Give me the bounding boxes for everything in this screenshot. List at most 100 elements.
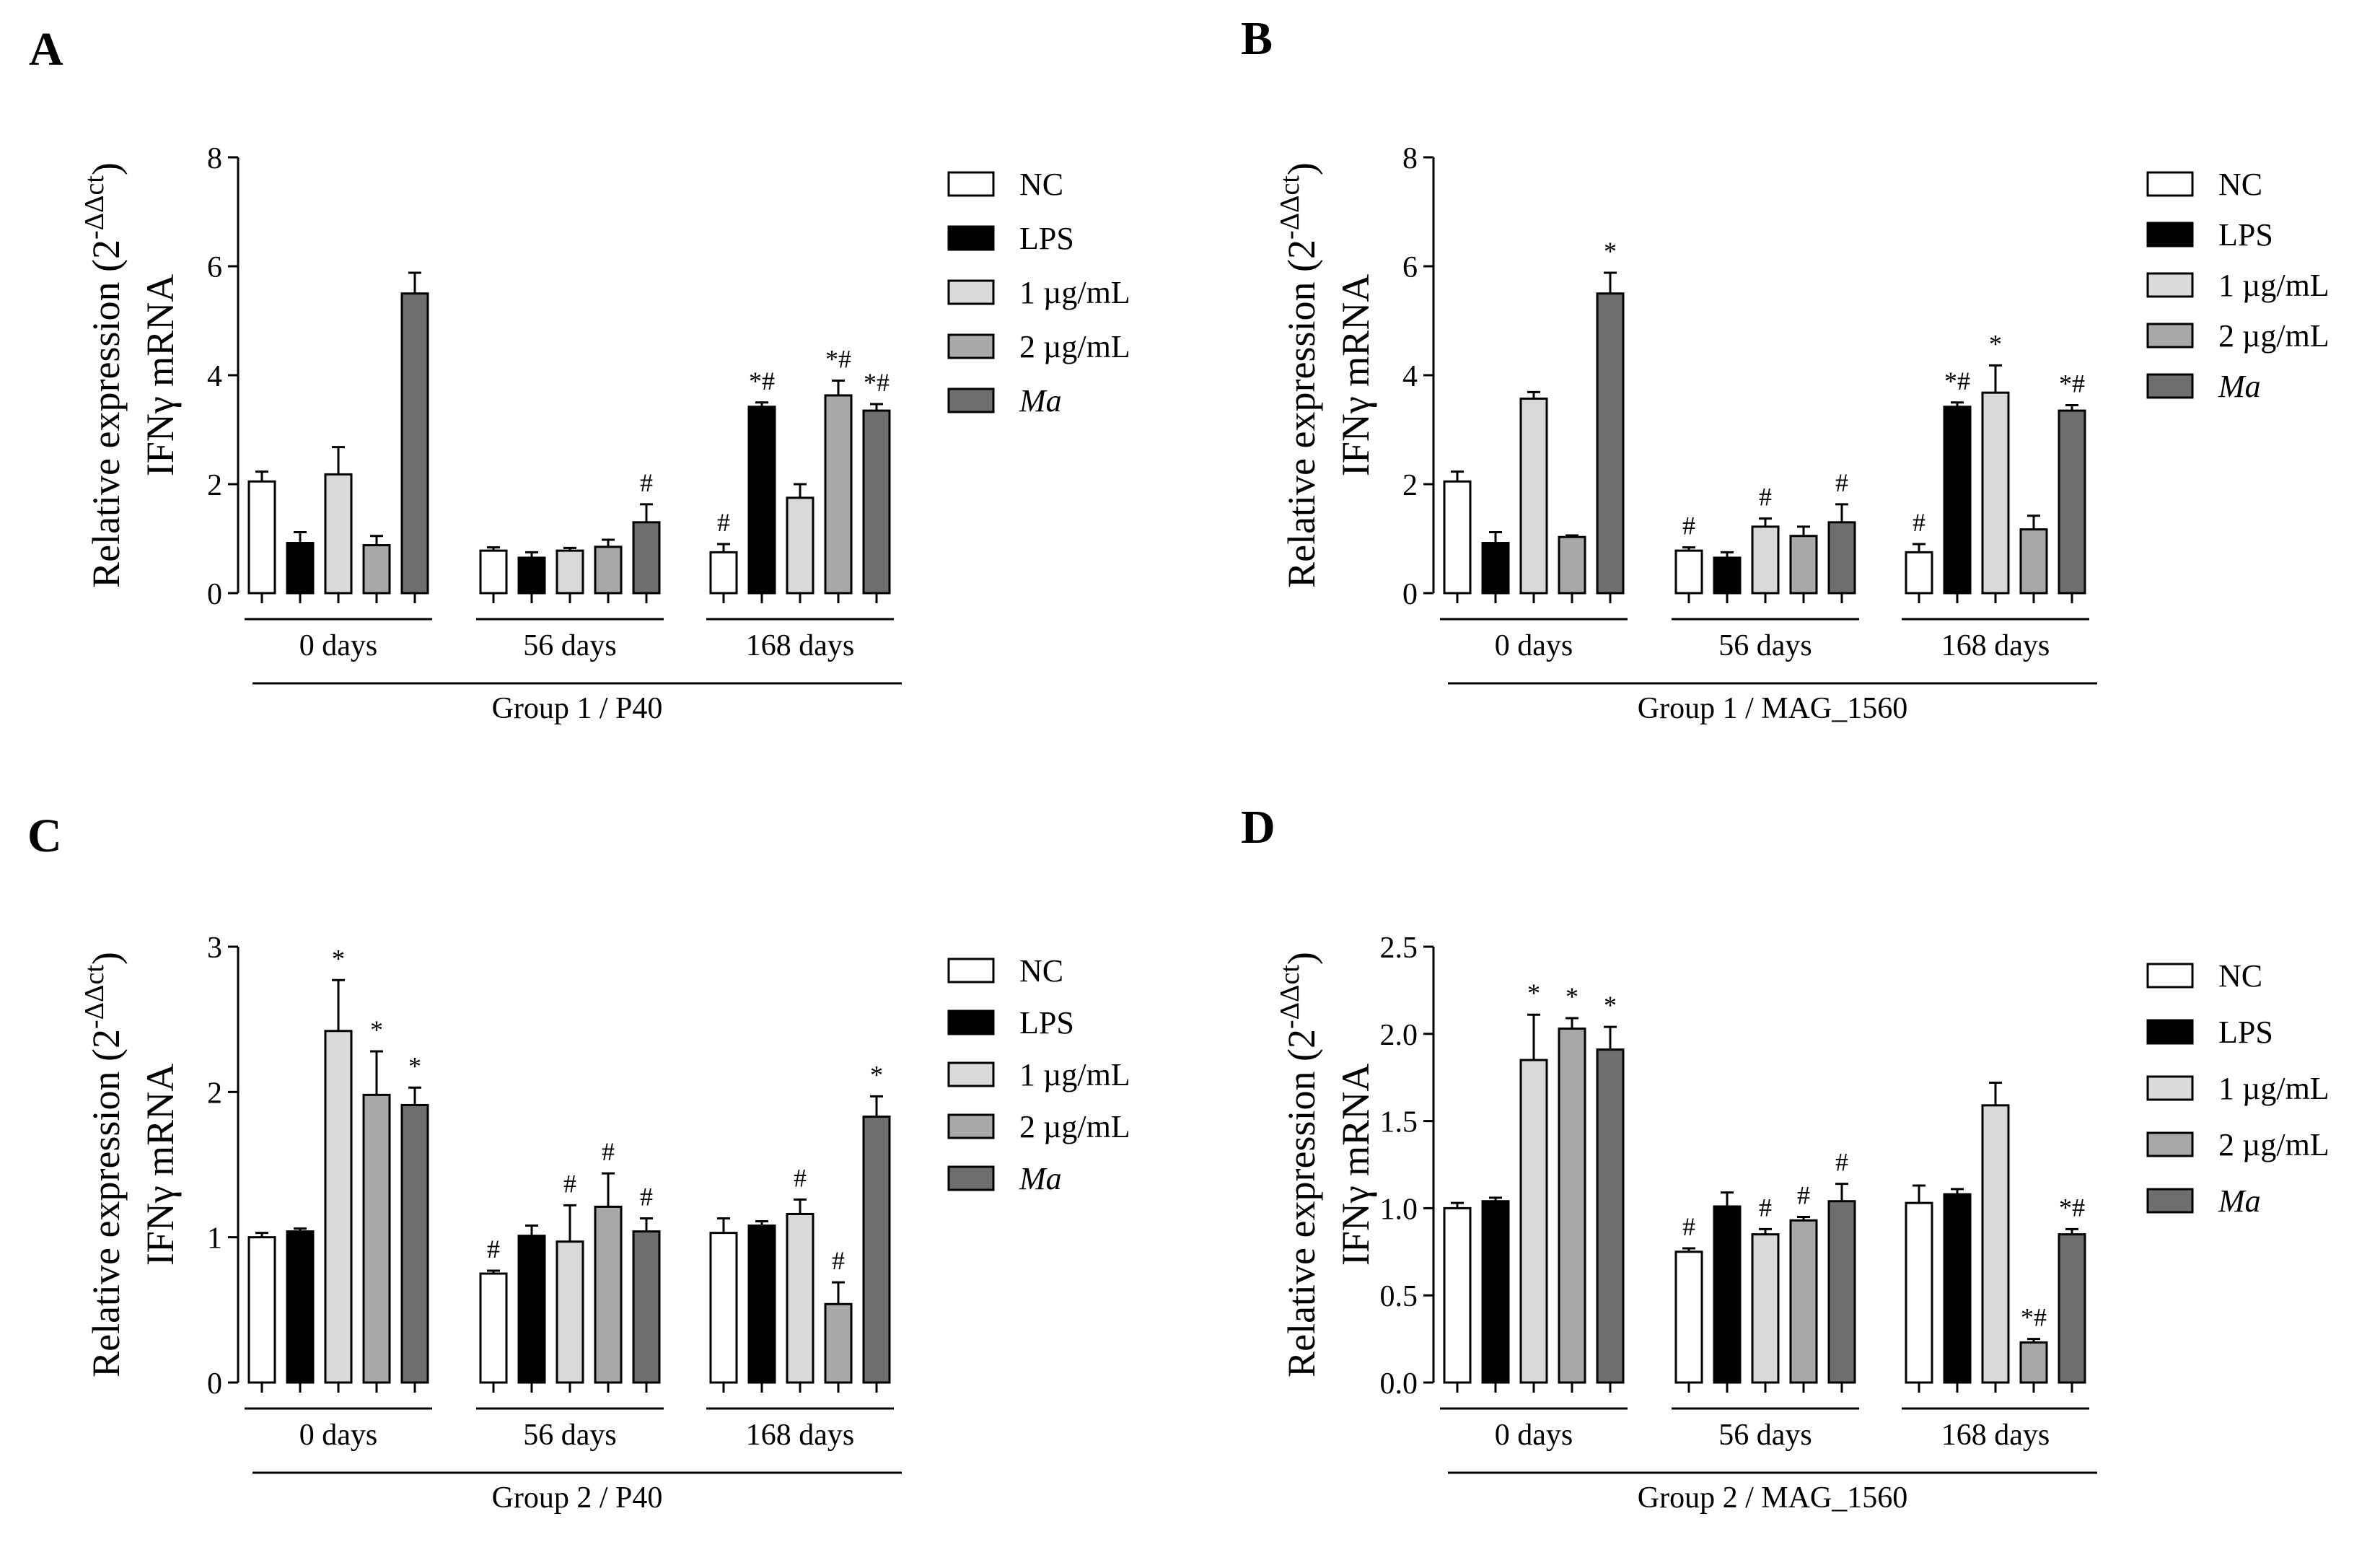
bar	[862, 409, 891, 595]
significance-mark: *	[1604, 237, 1617, 266]
bar	[362, 544, 391, 595]
significance-mark: *	[370, 1015, 383, 1044]
bar	[1827, 521, 1856, 595]
legend-swatch	[947, 225, 995, 251]
bar	[2058, 409, 2086, 595]
y-axis-label-close: )	[84, 162, 128, 175]
significance-mark: #	[1759, 483, 1772, 512]
legend-label: NC	[2218, 167, 2262, 202]
bar	[1558, 1028, 1586, 1384]
bar	[1943, 1193, 1972, 1384]
y-axis-label-close: )	[1280, 162, 1323, 175]
significance-mark: *	[408, 1051, 421, 1080]
bar	[632, 521, 661, 595]
y-axis-label-line2: IFNγ mRNA	[139, 1064, 182, 1266]
bar	[1981, 391, 2010, 595]
category-label: 168 days	[1941, 629, 2050, 662]
y-tick-label: 0.5	[1380, 1280, 1418, 1313]
significance-mark: *	[1566, 982, 1578, 1011]
y-axis-label-superscript: -ΔΔct	[79, 175, 110, 240]
legend-label: LPS	[2218, 1015, 2273, 1050]
category-label: 168 days	[746, 629, 855, 662]
y-tick-label: 2.5	[1380, 932, 1418, 965]
significance-mark: *#	[2021, 1303, 2047, 1332]
y-tick-label: 0	[207, 1367, 222, 1401]
chart-panel-b: B 0 2 4 6 8 Relative expression (2-ΔΔct) IFNγ m…	[1241, 12, 2329, 725]
legend-label: 2 µg/mL	[2218, 318, 2329, 354]
category-label: 0 days	[299, 629, 378, 662]
bar	[286, 1230, 315, 1384]
y-tick-label: 0	[207, 578, 222, 611]
category-label: 168 days	[1941, 1419, 2050, 1452]
y-axis-label-superscript: -ΔΔct	[1275, 175, 1305, 240]
y-axis-label-text: Relative expression (2	[84, 240, 128, 588]
legend-swatch	[947, 1165, 995, 1191]
bar	[862, 1116, 891, 1384]
y-axis-label-close: )	[84, 952, 128, 965]
bar	[747, 1225, 776, 1384]
significance-mark: *#	[749, 367, 775, 395]
bar	[1713, 556, 1742, 595]
legend-label: LPS	[1019, 1005, 1074, 1041]
bar	[400, 292, 429, 595]
bar	[1827, 1200, 1856, 1384]
y-tick-label: 1	[207, 1222, 222, 1256]
legend-label: 2 µg/mL	[1019, 1109, 1130, 1144]
legend-label: NC	[1019, 953, 1063, 989]
significance-mark: *#	[864, 368, 890, 397]
panel-letter: A	[29, 23, 63, 76]
bar	[1558, 535, 1586, 595]
legend-label: Ma	[2218, 369, 2261, 404]
bar	[1481, 1200, 1510, 1384]
bar	[1751, 1233, 1780, 1384]
category-label: 0 days	[1495, 629, 1573, 662]
bar	[786, 496, 814, 595]
bar	[786, 1212, 814, 1384]
bar	[2058, 1233, 2086, 1384]
bar	[517, 556, 546, 595]
bar	[594, 1205, 623, 1384]
group-label: Group 2 / P40	[492, 1481, 663, 1515]
legend-label: 2 µg/mL	[2218, 1127, 2329, 1162]
category-label: 56 days	[523, 1419, 617, 1452]
bar	[517, 1235, 546, 1384]
bar	[247, 480, 276, 595]
y-axis-label-line2: IFNγ mRNA	[1334, 1064, 1377, 1266]
bar	[2019, 528, 2048, 595]
legend-swatch	[947, 387, 995, 413]
bar	[1943, 406, 1972, 595]
y-tick-label: 8	[1402, 142, 1418, 175]
chart-panel-c: C 0 1 2 3 Relative expression (2-ΔΔct) IFNγ mR…	[27, 810, 1130, 1515]
bar	[2019, 1341, 2048, 1384]
significance-mark: *	[870, 1060, 883, 1089]
y-tick-label: 2	[207, 1077, 222, 1110]
bar	[1596, 292, 1625, 595]
legend-swatch	[2146, 1075, 2194, 1101]
y-axis-label: Relative expression (2-ΔΔct)	[79, 162, 128, 588]
bar	[556, 1240, 584, 1384]
significance-mark: *	[1604, 991, 1617, 1020]
group-label: Group 1 / P40	[492, 692, 663, 725]
legend-swatch	[947, 171, 995, 197]
legend-swatch	[2146, 963, 2194, 989]
significance-mark: *	[332, 944, 345, 973]
bar	[1981, 1104, 2010, 1384]
legend-label: LPS	[2218, 217, 2273, 253]
y-tick-label: 1.0	[1380, 1193, 1418, 1226]
legend-label: LPS	[1019, 221, 1074, 256]
panel-letter: D	[1241, 801, 1275, 854]
significance-mark: *	[1989, 329, 2002, 358]
y-axis-label-text: Relative expression (2	[84, 1029, 128, 1377]
significance-mark: #	[1682, 1212, 1695, 1241]
bar	[824, 394, 853, 595]
bar	[479, 1272, 508, 1384]
bar	[247, 1236, 276, 1384]
y-axis-label: Relative expression (2-ΔΔct)	[1275, 162, 1323, 588]
bar	[1789, 535, 1818, 595]
legend-label: Ma	[1019, 1161, 1062, 1196]
y-axis-label-close: )	[1280, 952, 1323, 965]
bar	[1443, 480, 1472, 595]
bar	[324, 473, 353, 595]
bar	[286, 542, 315, 595]
